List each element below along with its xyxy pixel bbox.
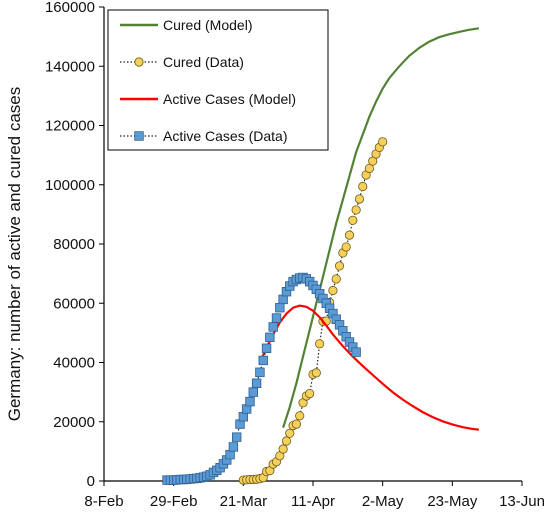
y-tick-label: 160000 (45, 0, 95, 16)
legend-swatch-square (134, 131, 144, 141)
x-tick-label: 13-Jun (499, 493, 545, 510)
data-point-circle (378, 137, 388, 147)
data-point-square (251, 378, 262, 388)
data-point-circle (281, 436, 292, 446)
data-point-circle (351, 205, 361, 215)
data-point-square (265, 332, 275, 343)
legend: Cured (Model) Cured (Data) Active Cases (M… (107, 9, 329, 151)
x-tick-label: 29-Feb (150, 493, 198, 510)
data-point-circle (311, 368, 321, 378)
y-tick-label: 40000 (53, 355, 95, 372)
x-tick-label: 23-May (427, 493, 478, 510)
y-tick-label: 140000 (45, 58, 95, 75)
y-tick-label: 120000 (45, 118, 95, 135)
data-point-square (271, 313, 282, 323)
data-point-circle (334, 261, 345, 271)
legend-box (107, 9, 329, 151)
y-tick-label: 60000 (53, 295, 95, 312)
series-markers-active-cases-data (162, 272, 361, 485)
y-tick-label: 0 (87, 473, 95, 490)
legend-label: Active Cases (Model) (163, 91, 296, 107)
legend-item: Active Cases (Data) (120, 128, 287, 144)
x-tick-label: 8-Feb (84, 493, 123, 510)
legend-item: Cured (Model) (120, 17, 252, 33)
series-line-active-cases-model (258, 304, 480, 431)
y-tick-label: 100000 (45, 177, 95, 194)
legend-item: Cured (Data) (120, 54, 244, 70)
data-point-circle (291, 419, 302, 429)
data-point-circle (305, 389, 315, 399)
data-point-circle (358, 181, 368, 192)
data-point-square (258, 355, 268, 366)
data-point-circle (348, 215, 358, 225)
x-tick-label: 11-Apr (291, 493, 335, 510)
axes: 0 20000 40000 60000 80000 100000 120000 140000 1… (5, 0, 545, 510)
legend-label: Cured (Data) (163, 54, 244, 70)
data-point-square (351, 347, 361, 357)
data-point-circle (278, 444, 288, 454)
x-tick-label: 2-May (362, 493, 404, 510)
data-point-circle (341, 242, 351, 252)
legend-item: Active Cases (Model) (120, 91, 296, 107)
data-point-circle (315, 339, 325, 349)
data-point-circle (295, 411, 305, 421)
data-point-circle (328, 285, 338, 296)
legend-swatch-circle (134, 57, 144, 67)
y-tick-label: 80000 (53, 236, 95, 253)
data-point-square (255, 367, 265, 377)
data-point-circle (344, 230, 355, 240)
data-point-square (231, 432, 242, 442)
data-point-square (268, 322, 278, 332)
data-point-square (261, 343, 272, 353)
data-point-square (245, 396, 255, 407)
plot-series (162, 27, 480, 485)
x-tick-label: 21-Mar (220, 493, 268, 510)
data-point-circle (285, 428, 295, 438)
legend-label: Active Cases (Data) (163, 128, 287, 144)
data-point-square (228, 442, 239, 452)
data-point-square (248, 387, 258, 397)
data-point-circle (331, 274, 341, 284)
data-point-circle (354, 194, 365, 204)
data-point-square (275, 302, 285, 313)
y-axis-title: Germany: number of active and cured case… (5, 87, 24, 422)
series-line-cured-model (282, 27, 480, 429)
legend-label: Cured (Model) (163, 17, 252, 33)
data-point-circle (364, 163, 374, 174)
y-tick-label: 20000 (53, 414, 95, 431)
